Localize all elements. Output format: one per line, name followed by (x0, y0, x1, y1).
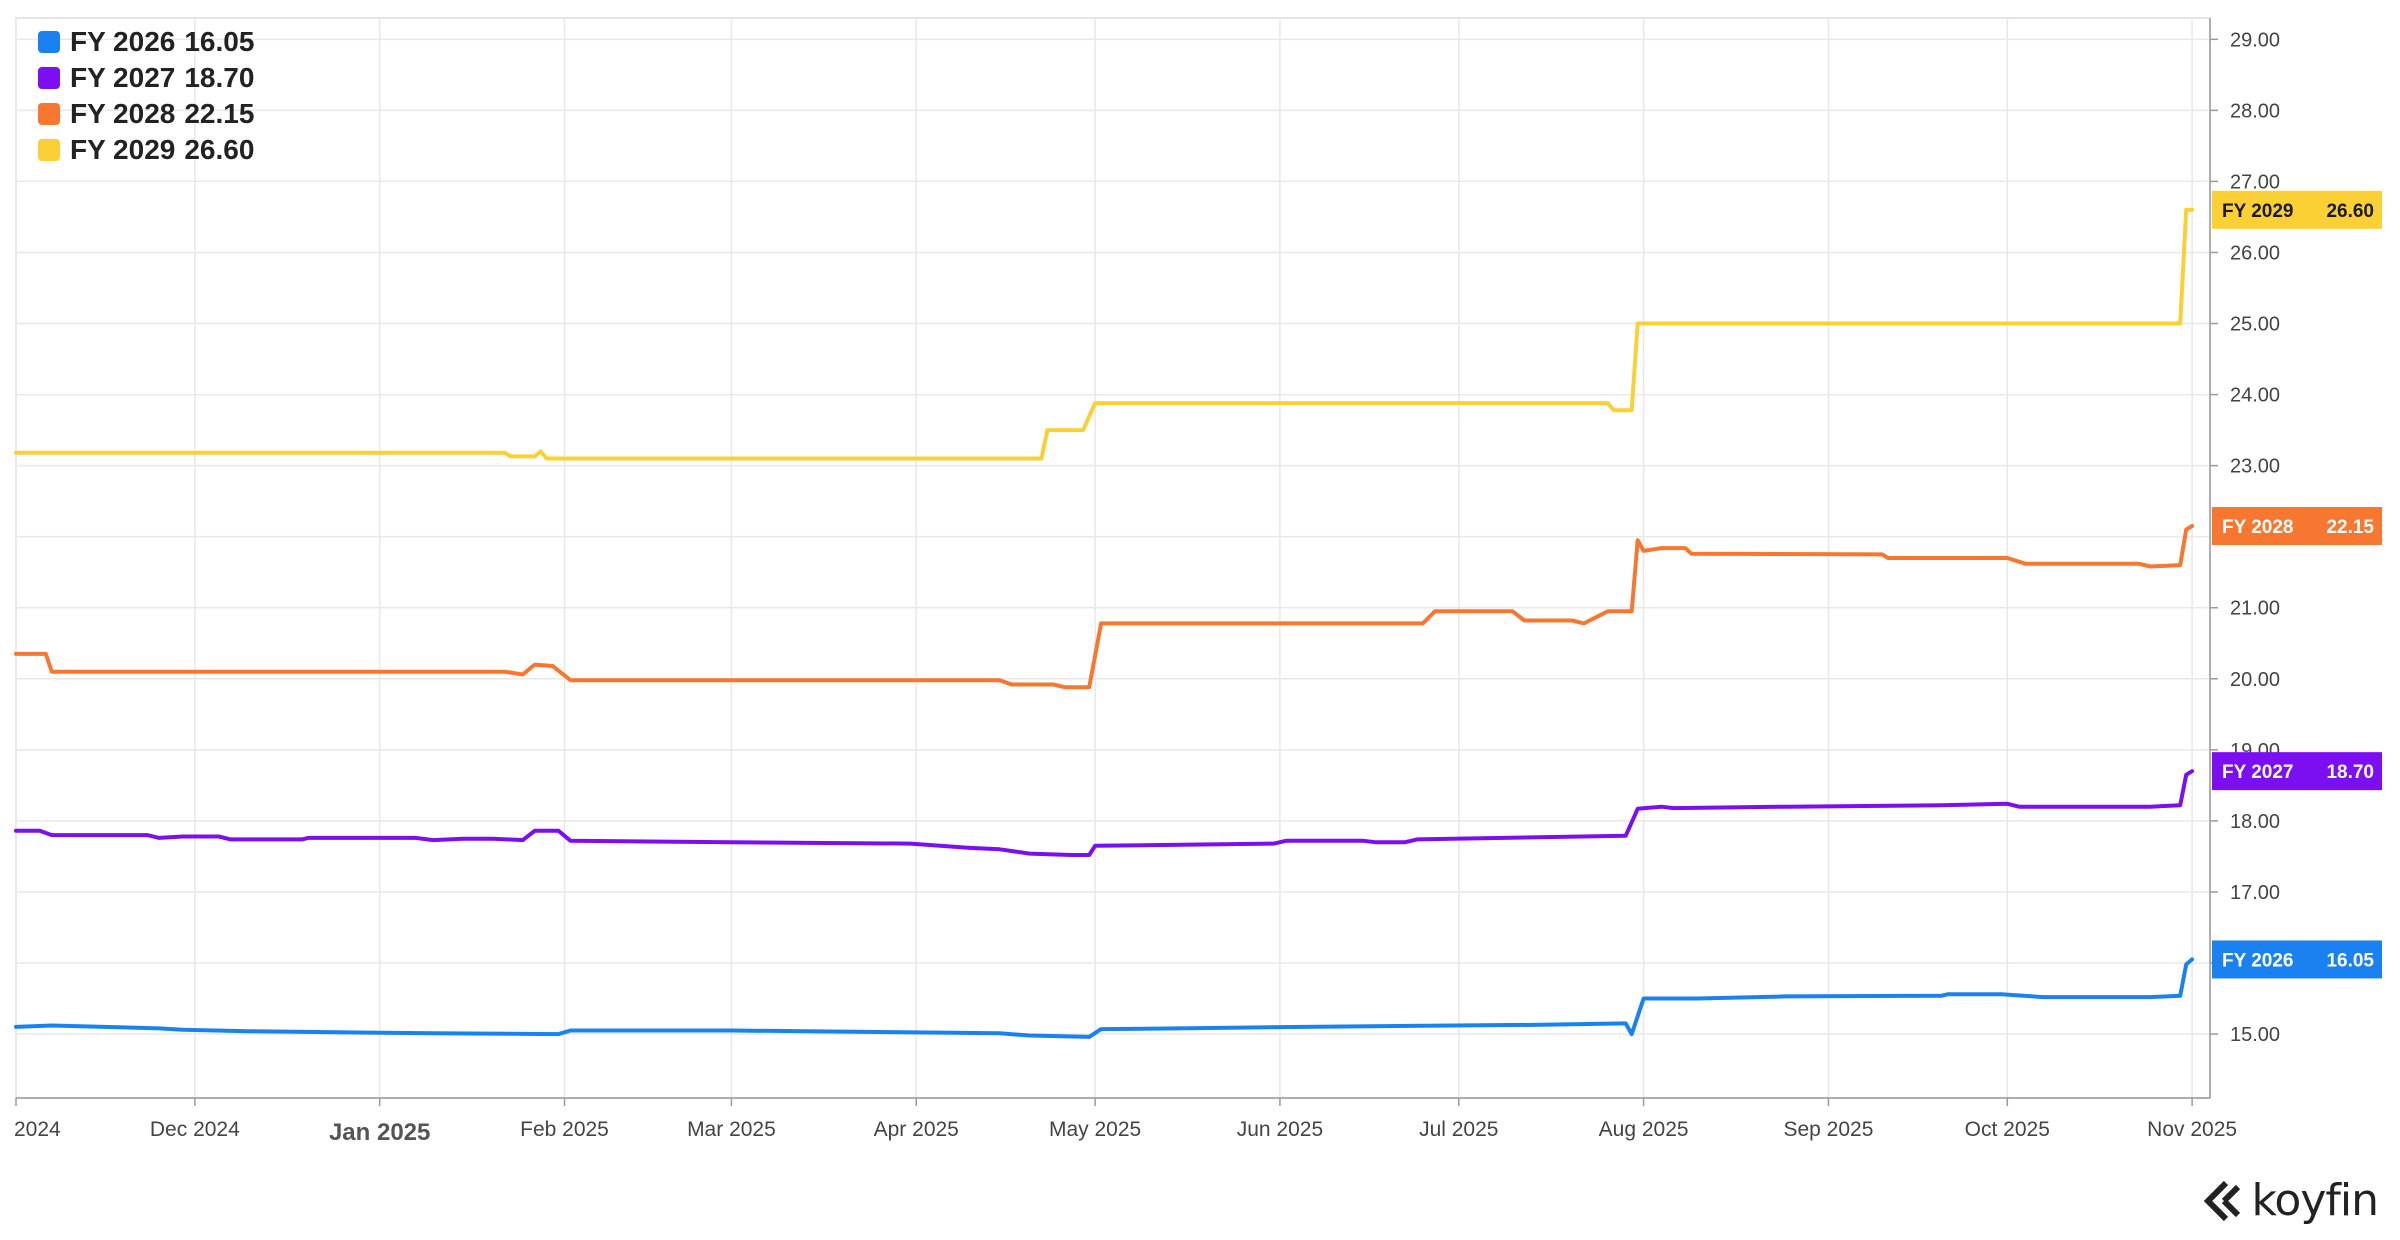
series-line-fy-2027 (14, 769, 2195, 857)
tag-series-name: FY 2028 (2222, 517, 2293, 538)
last-value-tag-fy-2028: FY 2028 22.15 (2212, 507, 2382, 546)
last-value-tag-fy-2029: FY 2029 26.60 (2212, 190, 2382, 229)
x-tick-label: May 2025 (1049, 1118, 1141, 1141)
koyfin-logo-icon (2203, 1180, 2240, 1221)
y-tick-label: 23.00 (2230, 456, 2280, 478)
tag-value: 18.70 (2326, 762, 2374, 783)
y-tick-label: 26.00 (2230, 242, 2280, 264)
brand-name: koyfin (2251, 1175, 2379, 1226)
series-line-fy-2026 (14, 957, 2195, 1039)
legend-label: FY 2028 22.15 (70, 98, 255, 129)
x-tick-label: Jan 2025 (329, 1119, 430, 1146)
series-line-fy-2029 (14, 207, 2195, 461)
y-tick-label: 25.00 (2230, 314, 2280, 336)
y-tick-label: 18.00 (2230, 811, 2280, 833)
tag-series-name: FY 2027 (2222, 762, 2293, 783)
y-tick-label: 27.00 (2230, 171, 2280, 193)
y-tick-label: 21.00 (2230, 598, 2280, 620)
y-tick-label: 29.00 (2230, 29, 2280, 51)
x-tick-label: Mar 2025 (687, 1118, 776, 1141)
legend-swatch (38, 103, 60, 125)
x-tick-label: Jul 2025 (1419, 1118, 1498, 1141)
x-tick-label: Jun 2025 (1237, 1118, 1323, 1141)
x-tick-label: 2024 (14, 1118, 61, 1141)
legend-label: FY 2027 18.70 (70, 62, 255, 93)
tag-background (2212, 940, 2382, 979)
tag-value: 22.15 (2326, 517, 2374, 538)
y-tick-label: 24.00 (2230, 385, 2280, 407)
koyfin-brand: koyfin (2202, 1175, 2379, 1226)
plot-frame (15, 17, 2211, 1099)
x-tick-label: Nov 2025 (2147, 1118, 2237, 1141)
x-tick-label: Apr 2025 (874, 1118, 959, 1141)
legend-swatch (38, 67, 60, 89)
legend-item-fy-2026[interactable]: FY 2026 16.05 (38, 24, 254, 60)
x-tick-label: Feb 2025 (520, 1118, 609, 1141)
y-tick-label: 20.00 (2230, 669, 2280, 691)
y-tick-label: 28.00 (2230, 100, 2280, 122)
legend-item-fy-2028[interactable]: FY 2028 22.15 (38, 96, 254, 132)
x-tick-label: Dec 2024 (150, 1118, 240, 1141)
tag-background (2212, 507, 2382, 546)
legend-item-fy-2029[interactable]: FY 2029 26.60 (38, 132, 254, 168)
tag-value: 16.05 (2326, 950, 2374, 971)
gridlines (15, 17, 2211, 1099)
legend-item-fy-2027[interactable]: FY 2027 18.70 (38, 60, 254, 96)
y-tick-label: 17.00 (2230, 882, 2280, 904)
series-lines (14, 207, 2195, 1039)
x-tick-label: Sep 2025 (1783, 1118, 1873, 1141)
x-tick-label: Aug 2025 (1599, 1118, 1689, 1141)
tag-background (2212, 190, 2382, 229)
tag-series-name: FY 2026 (2222, 950, 2293, 971)
last-value-tag-fy-2026: FY 2026 16.05 (2212, 940, 2382, 979)
x-tick-label: Oct 2025 (1965, 1118, 2050, 1141)
legend-label: FY 2026 16.05 (70, 26, 255, 57)
legend-label: FY 2029 26.60 (70, 134, 255, 165)
tag-background (2212, 752, 2382, 791)
legend-swatch (38, 31, 60, 53)
last-value-tag-fy-2027: FY 2027 18.70 (2212, 752, 2382, 791)
axes: 2024 Dec 2024 Jan 2025 Feb 2025 Mar 2025 Apr … (14, 18, 2280, 1146)
legend-swatch (38, 139, 60, 161)
tag-series-name: FY 2029 (2222, 201, 2293, 222)
series-line-fy-2028 (14, 524, 2195, 690)
legend: FY 2026 16.05 FY 2027 18.70 FY 2028 22.15 F… (38, 24, 254, 168)
y-tick-label: 15.00 (2230, 1024, 2280, 1046)
tag-value: 26.60 (2326, 201, 2374, 222)
